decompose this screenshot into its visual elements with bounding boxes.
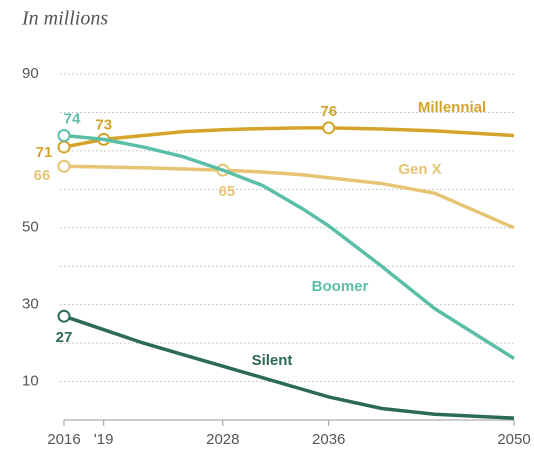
series-label: Boomer: [312, 278, 369, 295]
value-label: 73: [95, 116, 112, 133]
point-marker: [57, 159, 71, 173]
value-label: 76: [320, 103, 337, 120]
y-tick-label: 50: [22, 219, 39, 236]
line: [63, 164, 515, 230]
line: [63, 133, 515, 360]
point-marker: [322, 121, 336, 135]
x-tick-label: '19: [94, 431, 114, 448]
point-marker: [57, 309, 71, 323]
value-label: 65: [218, 183, 235, 200]
x-tick-label: 2028: [206, 431, 239, 448]
x-tick-label: 2036: [312, 431, 345, 448]
line: [63, 126, 515, 149]
value-label: 74: [64, 110, 81, 127]
value-label: 66: [34, 167, 51, 184]
y-tick-label: 30: [22, 296, 39, 313]
x-tick-label: 2016: [47, 431, 80, 448]
series-label: Silent: [252, 352, 293, 369]
line: [63, 314, 515, 420]
y-tick-label: 10: [22, 373, 39, 390]
x-tick-label: 2050: [497, 431, 530, 448]
value-label: 71: [36, 144, 53, 161]
y-tick-label: 90: [22, 65, 39, 82]
point-marker: [57, 129, 71, 143]
point-marker: [57, 140, 71, 154]
series-label: Millennial: [418, 99, 486, 116]
chart-subtitle: In millions: [21, 8, 108, 30]
series-label: Gen X: [398, 161, 441, 178]
value-label: 27: [56, 329, 73, 346]
